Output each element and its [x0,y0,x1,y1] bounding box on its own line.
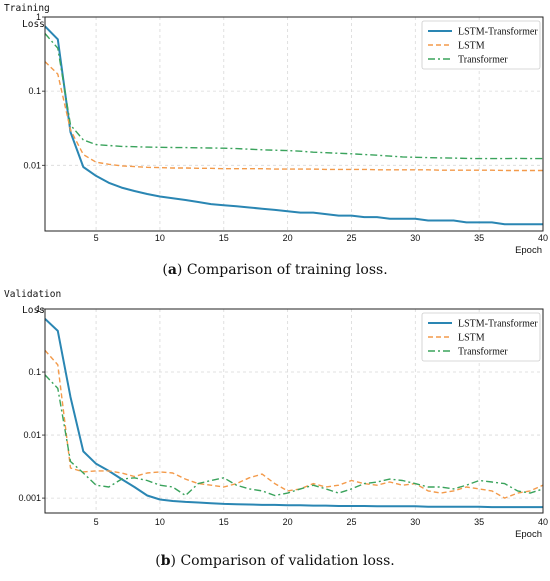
y-tick-label: 0.01 [23,430,41,440]
x-tick-label: 10 [155,517,165,527]
legend-label: LSTM-Transformer [458,319,538,330]
validation-loss-panel: 1 0.1 0.01 0.001 5 10 15 20 25 30 35 40 Validation Lo… [0,286,550,546]
validation-loss-chart: 1 0.1 0.01 0.001 5 10 15 20 25 30 35 40 Validation Lo… [4,289,548,540]
y-tick-label: 0.001 [18,493,41,503]
plot-frame [44,308,544,514]
x-tick-label: 15 [219,233,229,243]
y-axis-label-line1: Validation [4,289,61,300]
training-loss-chart: 1 0.1 0.01 5 10 15 20 25 30 35 40 Training Loss Epoch… [4,3,548,256]
series-line-lstm [44,349,544,499]
y-axis-label-line2: Loss [22,305,45,316]
x-tick-label: 25 [346,517,356,527]
x-tick-label: 15 [219,517,229,527]
series-line-lstm-transformer [44,318,543,509]
series-line-lstm [44,61,543,172]
caption-a: (a) Comparison of training loss. [162,262,388,278]
x-tick-label: 25 [346,233,356,243]
series-line-lstm-transformer [44,25,543,226]
legend-box [421,312,541,362]
x-tick-label: 40 [538,517,548,527]
plot-frame [44,16,544,232]
legend-box [421,20,541,70]
x-tick-label: 20 [283,517,293,527]
y-tick-label: 0.01 [23,160,41,170]
y-axis-label-line1: Training [4,3,50,14]
legend-label: Transformer [458,55,508,66]
y-tick-label: 0.1 [28,367,41,377]
series-line-transformer [44,374,544,497]
y-tick-label: 0.1 [28,86,41,96]
x-tick-label: 20 [283,233,293,243]
x-tick-label: 40 [538,233,548,243]
x-tick-label: 5 [94,517,99,527]
caption-b-letter: b [160,553,171,569]
training-loss-panel: 1 0.1 0.01 5 10 15 20 25 30 35 40 Training Loss Epoch… [0,0,550,258]
caption-b-text: Comparison of validation loss. [180,553,395,569]
x-tick-label: 35 [474,517,484,527]
x-tick-label: 10 [155,233,165,243]
legend-label: LSTM-Transformer [458,27,538,38]
legend-label: Transformer [458,347,508,358]
x-tick-label: 30 [410,517,420,527]
legend-label: LSTM [458,41,485,52]
y-tick-label: 1 [36,12,41,22]
y-tick-label: 1 [36,304,41,314]
y-axis-label-line2: Loss [22,19,45,30]
legend-label: LSTM [458,333,485,344]
caption-a-text: Comparison of training loss. [186,262,388,278]
x-axis-label: Epoch [515,529,542,540]
x-tick-label: 5 [94,233,99,243]
x-tick-label: 30 [410,233,420,243]
x-axis-label: Epoch [515,245,542,256]
caption-a-letter: a [167,262,177,278]
caption-b: (b) Comparison of validation loss. [155,553,395,569]
x-tick-label: 35 [474,233,484,243]
